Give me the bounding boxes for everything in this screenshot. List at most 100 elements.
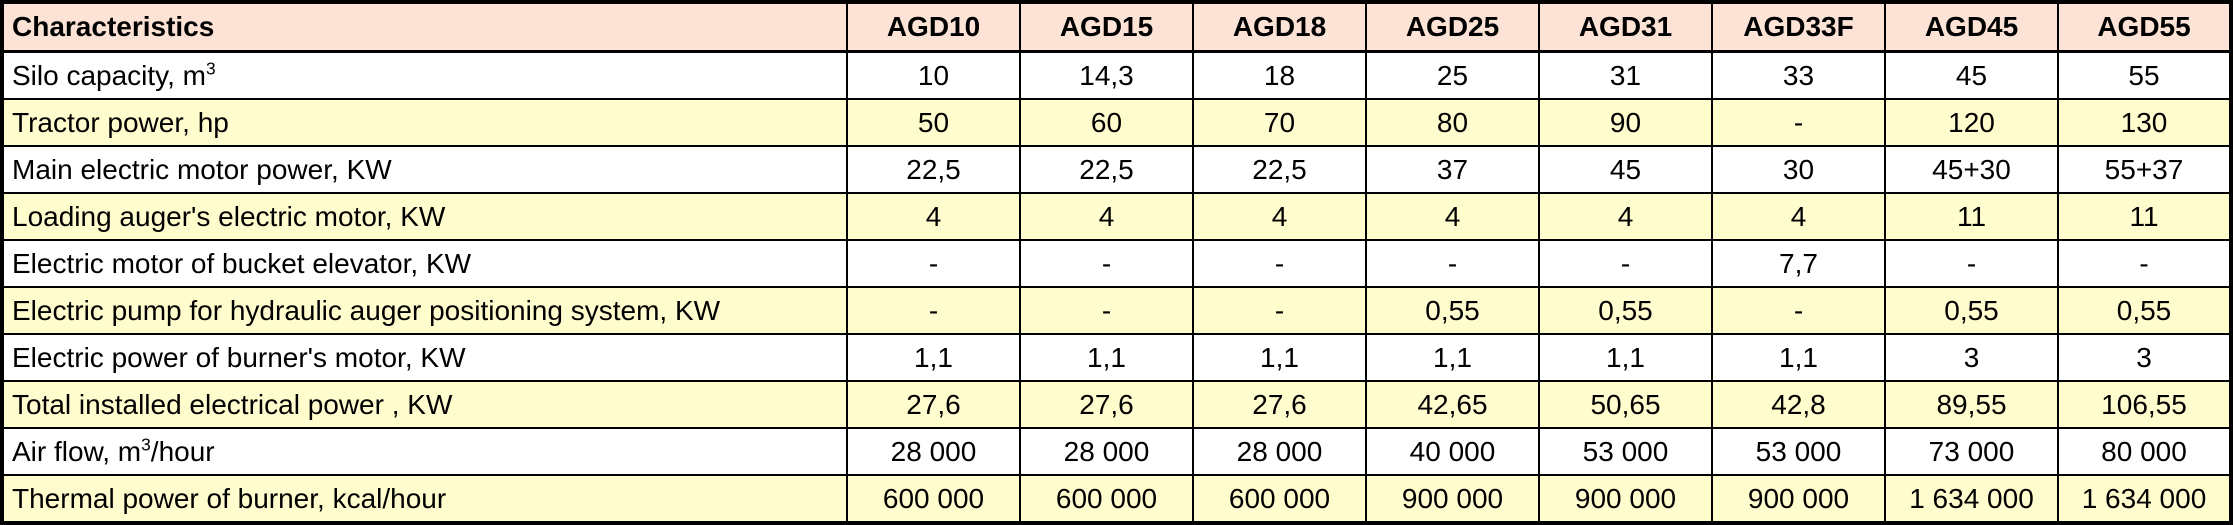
value-cell-bucket-elevator-motor-agd18: -	[1192, 239, 1367, 288]
column-header-agd25: AGD25	[1365, 1, 1540, 53]
value-cell-burner-motor-power-agd45: 3	[1884, 333, 2059, 382]
value-cell-main-electric-motor-power-agd18: 22,5	[1192, 145, 1367, 194]
table-row-burner-motor-power: Electric power of burner's motor, KW 1,1 1…	[1, 333, 2232, 382]
value-cell-tractor-power-agd10: 50	[846, 98, 1021, 147]
value-cell-silo-capacity-agd31: 31	[1538, 50, 1713, 100]
value-cell-hydraulic-auger-pump-agd55: 0,55	[2057, 286, 2232, 335]
row-label-loading-auger-electric-motor: Loading auger's electric motor, KW	[1, 192, 848, 241]
value-cell-bucket-elevator-motor-agd33f: 7,7	[1711, 239, 1886, 288]
value-cell-thermal-power-burner-agd25: 900 000	[1365, 474, 1540, 524]
value-cell-burner-motor-power-agd18: 1,1	[1192, 333, 1367, 382]
column-header-characteristics: Characteristics	[1, 1, 848, 53]
value-cell-main-electric-motor-power-agd15: 22,5	[1019, 145, 1194, 194]
table-row-tractor-power: Tractor power, hp 50 60 70 80 90-120 130	[1, 98, 2232, 147]
row-label-hydraulic-auger-pump: Electric pump for hydraulic auger positi…	[1, 286, 848, 335]
value-cell-silo-capacity-agd25: 25	[1365, 50, 1540, 100]
value-cell-silo-capacity-agd18: 18	[1192, 50, 1367, 100]
value-cell-air-flow-agd18: 28 000	[1192, 427, 1367, 476]
value-cell-burner-motor-power-agd33f: 1,1	[1711, 333, 1886, 382]
value-cell-thermal-power-burner-agd10: 600 000	[846, 474, 1021, 524]
value-cell-loading-auger-electric-motor-agd25: 4	[1365, 192, 1540, 241]
value-cell-hydraulic-auger-pump-agd31: 0,55	[1538, 286, 1713, 335]
value-cell-thermal-power-burner-agd18: 600 000	[1192, 474, 1367, 524]
value-cell-thermal-power-burner-agd55: 1 634 000	[2057, 474, 2232, 524]
value-cell-bucket-elevator-motor-agd25: -	[1365, 239, 1540, 288]
value-cell-hydraulic-auger-pump-agd15: -	[1019, 286, 1194, 335]
value-cell-bucket-elevator-motor-agd55: -	[2057, 239, 2232, 288]
row-label-bucket-elevator-motor: Electric motor of bucket elevator, KW	[1, 239, 848, 288]
value-cell-burner-motor-power-agd25: 1,1	[1365, 333, 1540, 382]
value-cell-air-flow-agd33f: 53 000	[1711, 427, 1886, 476]
value-cell-air-flow-agd15: 28 000	[1019, 427, 1194, 476]
value-cell-air-flow-agd25: 40 000	[1365, 427, 1540, 476]
column-header-agd18: AGD18	[1192, 1, 1367, 53]
row-label-burner-motor-power: Electric power of burner's motor, KW	[1, 333, 848, 382]
value-cell-burner-motor-power-agd31: 1,1	[1538, 333, 1713, 382]
value-cell-hydraulic-auger-pump-agd33f: -	[1711, 286, 1886, 335]
value-cell-bucket-elevator-motor-agd15: -	[1019, 239, 1194, 288]
value-cell-burner-motor-power-agd55: 3	[2057, 333, 2232, 382]
value-cell-hydraulic-auger-pump-agd18: -	[1192, 286, 1367, 335]
table-row-air-flow: Air flow, m3/hour 28 000 28 000 28 000 40 00…	[1, 427, 2232, 476]
table-row-bucket-elevator-motor: Electric motor of bucket elevator, KW - - -…	[1, 239, 2232, 288]
table-row-silo-capacity: Silo capacity, m3 10 14,3 18 25 31 33 45 55	[1, 50, 2232, 100]
value-cell-tractor-power-agd15: 60	[1019, 98, 1194, 147]
value-cell-total-installed-power-agd18: 27,6	[1192, 380, 1367, 429]
value-cell-main-electric-motor-power-agd55: 55+37	[2057, 145, 2232, 194]
value-cell-total-installed-power-agd25: 42,65	[1365, 380, 1540, 429]
value-cell-thermal-power-burner-agd15: 600 000	[1019, 474, 1194, 524]
value-cell-main-electric-motor-power-agd45: 45+30	[1884, 145, 2059, 194]
value-cell-burner-motor-power-agd10: 1,1	[846, 333, 1021, 382]
value-cell-main-electric-motor-power-agd31: 45	[1538, 145, 1713, 194]
value-cell-bucket-elevator-motor-agd31: -	[1538, 239, 1713, 288]
value-cell-main-electric-motor-power-agd10: 22,5	[846, 145, 1021, 194]
value-cell-silo-capacity-agd10: 10	[846, 50, 1021, 100]
value-cell-main-electric-motor-power-agd25: 37	[1365, 145, 1540, 194]
table-row-loading-auger-electric-motor: Loading auger's electric motor, KW 4 4 4 4 4 4…	[1, 192, 2232, 241]
value-cell-air-flow-agd45: 73 000	[1884, 427, 2059, 476]
value-cell-loading-auger-electric-motor-agd15: 4	[1019, 192, 1194, 241]
value-cell-total-installed-power-agd31: 50,65	[1538, 380, 1713, 429]
value-cell-loading-auger-electric-motor-agd33f: 4	[1711, 192, 1886, 241]
column-header-agd55: AGD55	[2057, 1, 2232, 53]
value-cell-silo-capacity-agd55: 55	[2057, 50, 2232, 100]
value-cell-loading-auger-electric-motor-agd55: 11	[2057, 192, 2232, 241]
value-cell-hydraulic-auger-pump-agd10: -	[846, 286, 1021, 335]
value-cell-tractor-power-agd25: 80	[1365, 98, 1540, 147]
column-header-agd10: AGD10	[846, 1, 1021, 53]
value-cell-burner-motor-power-agd15: 1,1	[1019, 333, 1194, 382]
value-cell-silo-capacity-agd15: 14,3	[1019, 50, 1194, 100]
table-row-hydraulic-auger-pump: Electric pump for hydraulic auger positi…	[1, 286, 2232, 335]
value-cell-air-flow-agd10: 28 000	[846, 427, 1021, 476]
value-cell-tractor-power-agd18: 70	[1192, 98, 1367, 147]
value-cell-tractor-power-agd31: 90	[1538, 98, 1713, 147]
column-header-agd45: AGD45	[1884, 1, 2059, 53]
value-cell-hydraulic-auger-pump-agd45: 0,55	[1884, 286, 2059, 335]
value-cell-thermal-power-burner-agd33f: 900 000	[1711, 474, 1886, 524]
value-cell-silo-capacity-agd33f: 33	[1711, 50, 1886, 100]
value-cell-silo-capacity-agd45: 45	[1884, 50, 2059, 100]
value-cell-tractor-power-agd45: 120	[1884, 98, 2059, 147]
column-header-agd15: AGD15	[1019, 1, 1194, 53]
value-cell-total-installed-power-agd45: 89,55	[1884, 380, 2059, 429]
column-header-agd33f: AGD33F	[1711, 1, 1886, 53]
value-cell-main-electric-motor-power-agd33f: 30	[1711, 145, 1886, 194]
value-cell-tractor-power-agd33f: -	[1711, 98, 1886, 147]
value-cell-total-installed-power-agd55: 106,55	[2057, 380, 2232, 429]
value-cell-thermal-power-burner-agd45: 1 634 000	[1884, 474, 2059, 524]
table-body: Silo capacity, m3 10 14,3 18 25 31 33 45 55 Tract…	[1, 50, 2232, 524]
value-cell-total-installed-power-agd10: 27,6	[846, 380, 1021, 429]
superscript: 3	[141, 434, 151, 455]
row-label-air-flow: Air flow, m3/hour	[1, 427, 848, 476]
value-cell-loading-auger-electric-motor-agd18: 4	[1192, 192, 1367, 241]
superscript: 3	[206, 58, 216, 79]
table-row-thermal-power-burner: Thermal power of burner, kcal/hour 600 00…	[1, 474, 2232, 524]
value-cell-air-flow-agd55: 80 000	[2057, 427, 2232, 476]
value-cell-loading-auger-electric-motor-agd45: 11	[1884, 192, 2059, 241]
value-cell-loading-auger-electric-motor-agd31: 4	[1538, 192, 1713, 241]
value-cell-total-installed-power-agd15: 27,6	[1019, 380, 1194, 429]
table-row-main-electric-motor-power: Main electric motor power, KW 22,5 22,5 22,…	[1, 145, 2232, 194]
row-label-thermal-power-burner: Thermal power of burner, kcal/hour	[1, 474, 848, 524]
value-cell-bucket-elevator-motor-agd45: -	[1884, 239, 2059, 288]
